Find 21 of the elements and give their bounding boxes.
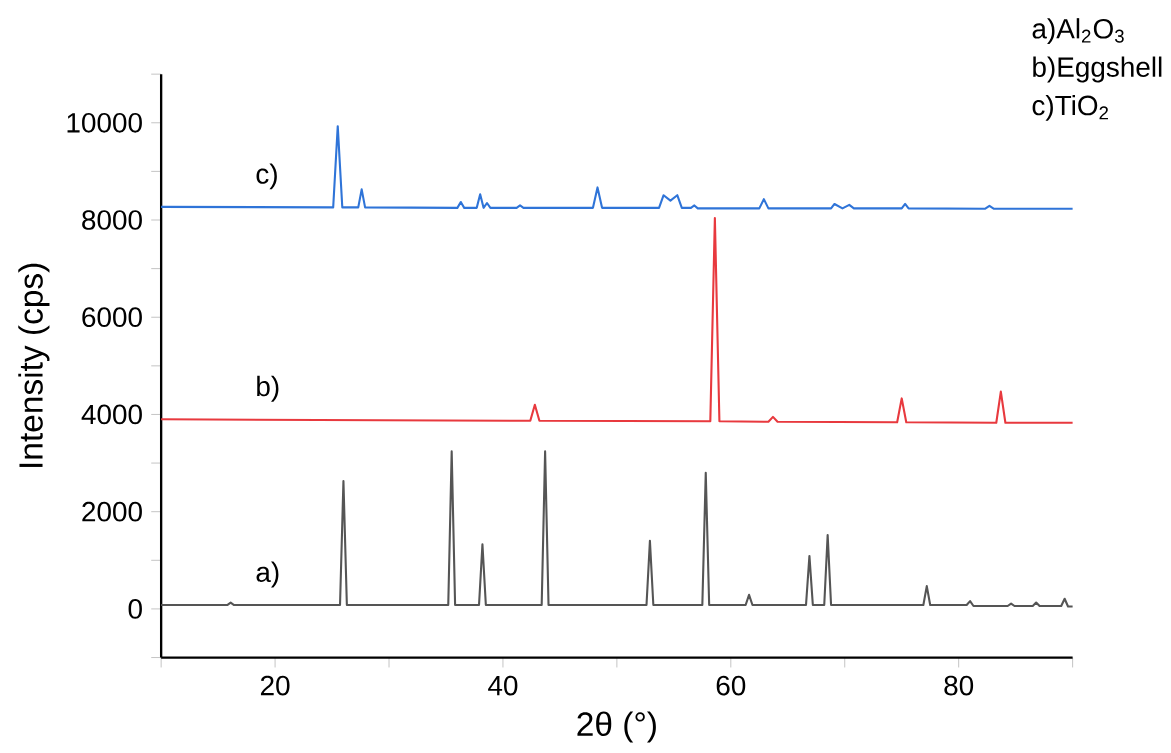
y-tick-label: 0 — [128, 598, 142, 619]
line-series — [160, 124, 1074, 210]
text: a)Al$_{2}$O$_{3}$ — [1032, 17, 1124, 44]
y-tick-label: 2000 — [82, 501, 142, 522]
annotation: a) — [256, 561, 279, 588]
y-tick-label: 8000 — [82, 209, 142, 230]
x-axis-title: 2θ (°) — [577, 711, 656, 743]
annotation: b)Eggshell — [1033, 56, 1162, 83]
y-axis-title: Intensity (cps) — [18, 263, 50, 467]
annotation: c)TiO$_{2}$ — [1032, 94, 1108, 121]
annotation: c) — [256, 163, 277, 190]
annotation: b) — [257, 375, 279, 402]
x-tick-label: 60 — [716, 675, 746, 696]
y-tick-label: 10000 — [67, 112, 142, 133]
line-series — [160, 216, 1074, 424]
x-tick-label: 20 — [260, 675, 290, 696]
line-series — [160, 450, 1074, 608]
y-tick-label: 4000 — [81, 404, 142, 425]
x-tick-label: 80 — [944, 675, 974, 696]
y-tick-label: 6000 — [82, 307, 142, 327]
x-tick-label: 40 — [488, 675, 518, 696]
